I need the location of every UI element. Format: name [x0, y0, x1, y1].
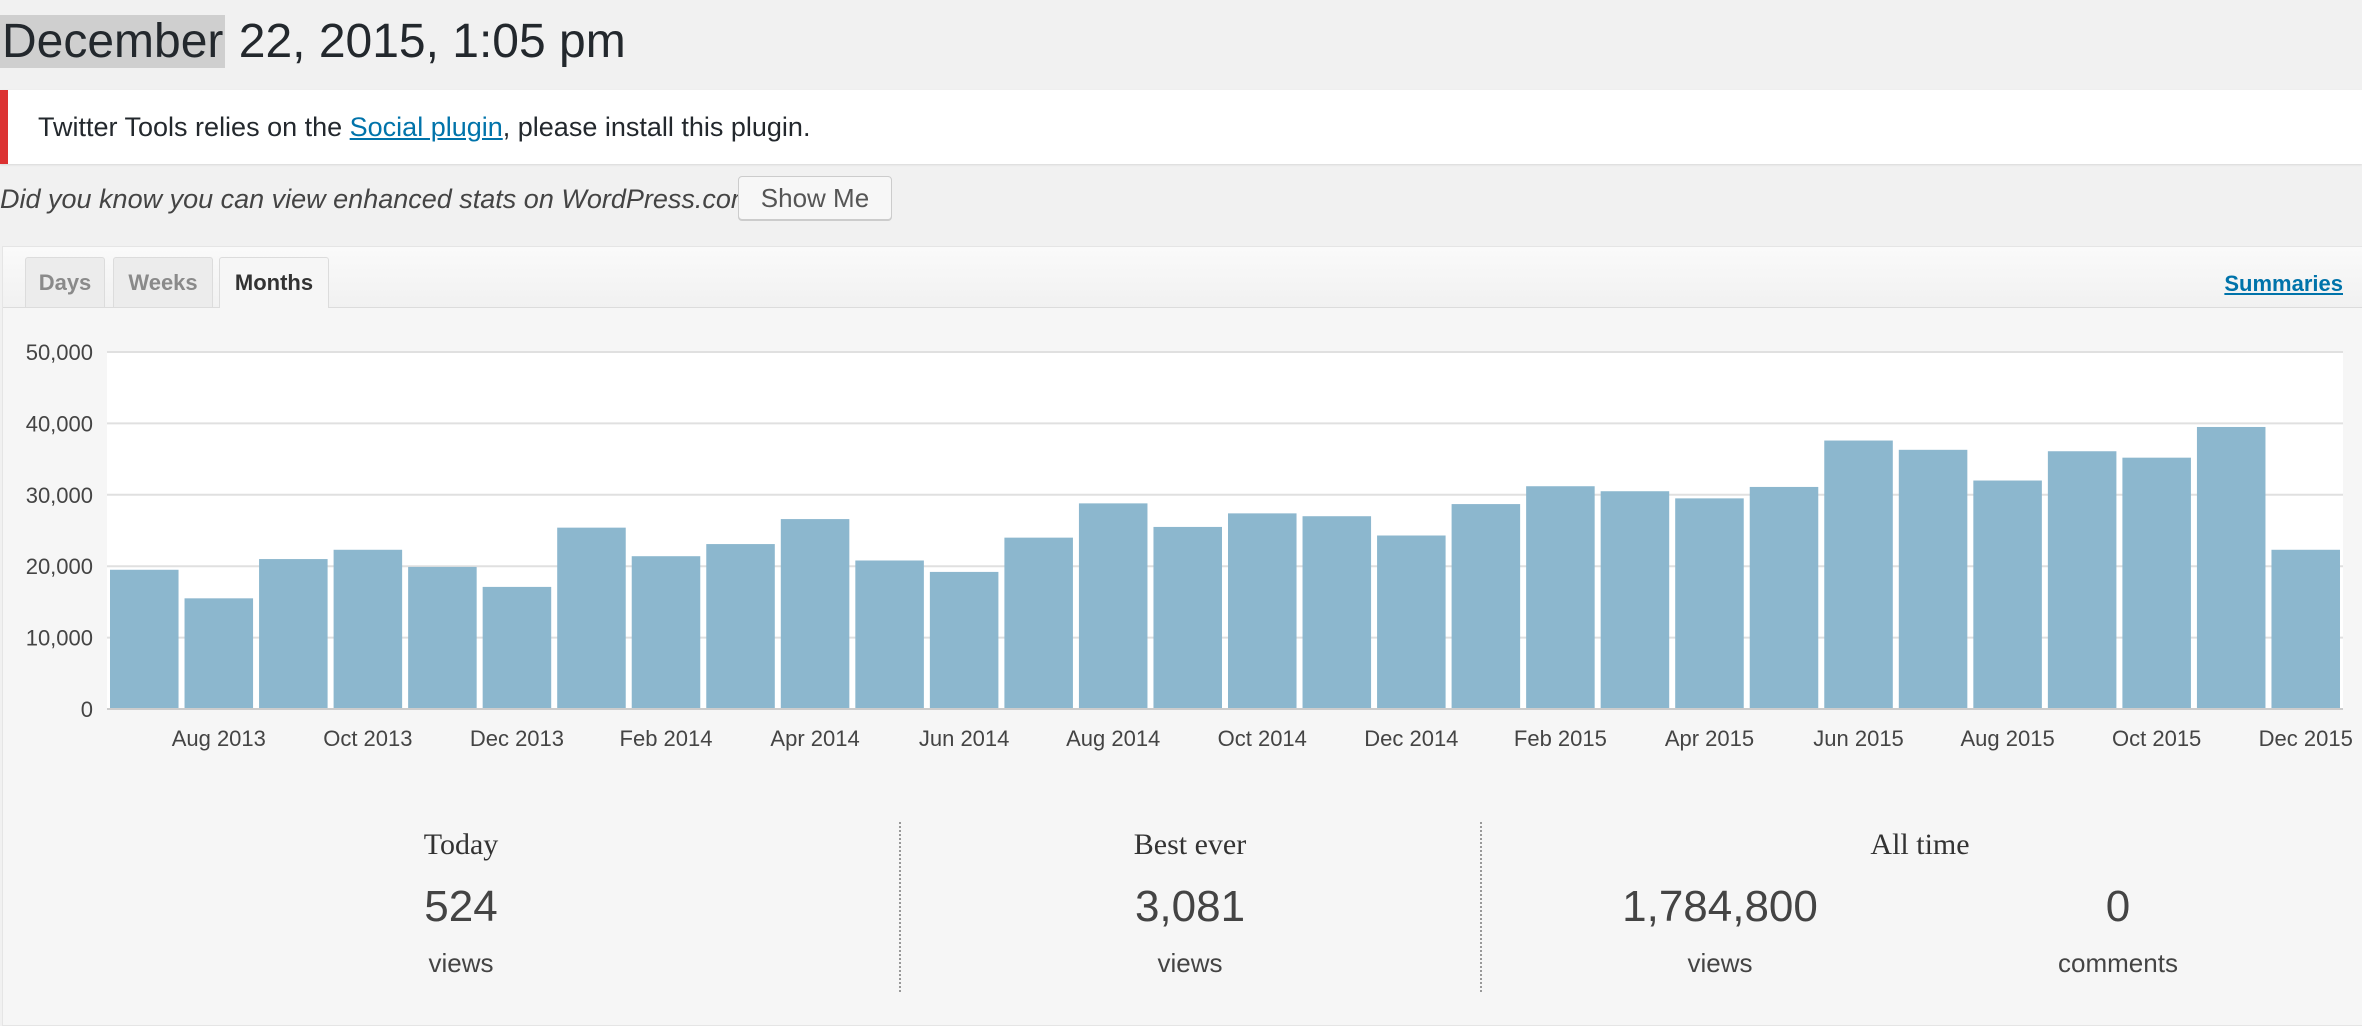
- date-highlight: December: [0, 15, 226, 68]
- chart-bar: [2196, 426, 2266, 709]
- chart-bar: [1973, 480, 2042, 709]
- x-tick-label: Oct 2013: [323, 726, 412, 751]
- today-title: Today: [423, 828, 499, 861]
- all-time-views-label: views: [1687, 948, 1753, 978]
- chart-bar: [1675, 498, 1744, 709]
- all-time-comments-label: comments: [2058, 948, 2178, 978]
- y-tick-label: 0: [81, 697, 93, 722]
- all-time-title: All time: [1870, 828, 1970, 861]
- chart-bar: [1153, 526, 1222, 709]
- chart-bar: [557, 527, 626, 709]
- stats-divider: [1480, 822, 1482, 992]
- x-tick-label: Aug 2015: [1960, 726, 2054, 751]
- x-tick-label: Jun 2015: [1813, 726, 1904, 751]
- page-title: December 22, 2015, 1:05 pm: [0, 12, 626, 72]
- x-tick-label: Dec 2014: [1364, 726, 1458, 751]
- date-rest: 22, 2015, 1:05 pm: [225, 15, 626, 68]
- chart-bar: [1749, 486, 1819, 709]
- best-ever-label: views: [1157, 948, 1223, 978]
- x-tick-label: Aug 2014: [1066, 726, 1160, 751]
- notice-text-before: Twitter Tools relies on the: [38, 112, 350, 142]
- period-tabs: Days Weeks Months Summaries: [3, 247, 2362, 308]
- chart-bar: [2047, 451, 2117, 709]
- enhanced-stats-promo: Did you know you can view enhanced stats…: [0, 184, 769, 214]
- tab-months[interactable]: Months: [219, 257, 329, 308]
- chart-bar: [1302, 516, 1372, 709]
- x-tick-label: Apr 2014: [770, 726, 859, 751]
- y-tick-label: 20,000: [26, 554, 93, 579]
- chart-bar: [1078, 503, 1148, 709]
- x-tick-label: Apr 2015: [1665, 726, 1754, 751]
- chart-bar: [2271, 549, 2340, 709]
- chart-bar: [1898, 449, 1968, 709]
- show-me-button[interactable]: Show Me: [738, 176, 892, 220]
- x-tick-label: Aug 2013: [172, 726, 266, 751]
- chart-bar: [1600, 491, 1670, 709]
- best-ever-value: 3,081: [1134, 882, 1246, 931]
- plot-area: [107, 352, 2343, 709]
- chart-bar: [482, 586, 552, 709]
- today-views-label: views: [428, 948, 494, 978]
- chart-bar: [706, 544, 775, 709]
- x-tick-label: Feb 2014: [620, 726, 713, 751]
- today-views-value: 524: [424, 882, 498, 931]
- chart-bar: [1526, 486, 1595, 709]
- y-tick-label: 50,000: [26, 340, 93, 365]
- tab-days[interactable]: Days: [25, 257, 105, 307]
- stats-divider: [899, 822, 901, 992]
- all-time-comments-value: 0: [2105, 882, 2131, 931]
- notice-text-after: , please install this plugin.: [502, 112, 811, 142]
- plugin-notice: Twitter Tools relies on the Social plugi…: [0, 90, 2362, 164]
- chart-bar: [631, 556, 701, 709]
- best-ever-title: Best ever: [1133, 828, 1247, 861]
- chart-bar: [184, 598, 254, 709]
- chart-bar: [333, 549, 403, 709]
- chart-bar: [780, 519, 850, 709]
- chart-bar: [408, 566, 477, 709]
- x-tick-label: Dec 2015: [2259, 726, 2353, 751]
- x-tick-label: Dec 2013: [470, 726, 564, 751]
- chart-bar: [1228, 513, 1297, 709]
- summaries-link[interactable]: Summaries: [2224, 271, 2343, 296]
- chart-bar: [110, 569, 179, 709]
- tab-weeks[interactable]: Weeks: [113, 257, 213, 307]
- x-tick-label: Oct 2014: [1218, 726, 1307, 751]
- chart-bar: [1377, 535, 1446, 709]
- chart-bar: [1004, 537, 1073, 709]
- chart-bar: [1824, 440, 1893, 709]
- chart-bar: [855, 560, 924, 709]
- chart-bar: [1451, 504, 1521, 709]
- x-tick-label: Oct 2015: [2112, 726, 2201, 751]
- y-tick-label: 40,000: [26, 411, 93, 436]
- y-tick-label: 30,000: [26, 483, 93, 508]
- chart-bar: [929, 571, 999, 709]
- x-tick-label: Jun 2014: [919, 726, 1010, 751]
- chart-bar: [2122, 457, 2191, 709]
- monthly-views-chart: 0 10,000 20,000 30,000 40,000 50,000 Aug 2013 O…: [26, 340, 2353, 751]
- chart-bar: [259, 559, 328, 709]
- social-plugin-link[interactable]: Social plugin: [349, 112, 503, 142]
- all-time-views-value: 1,784,800: [1622, 882, 1818, 931]
- y-tick-label: 10,000: [26, 626, 93, 651]
- x-tick-label: Feb 2015: [1514, 726, 1607, 751]
